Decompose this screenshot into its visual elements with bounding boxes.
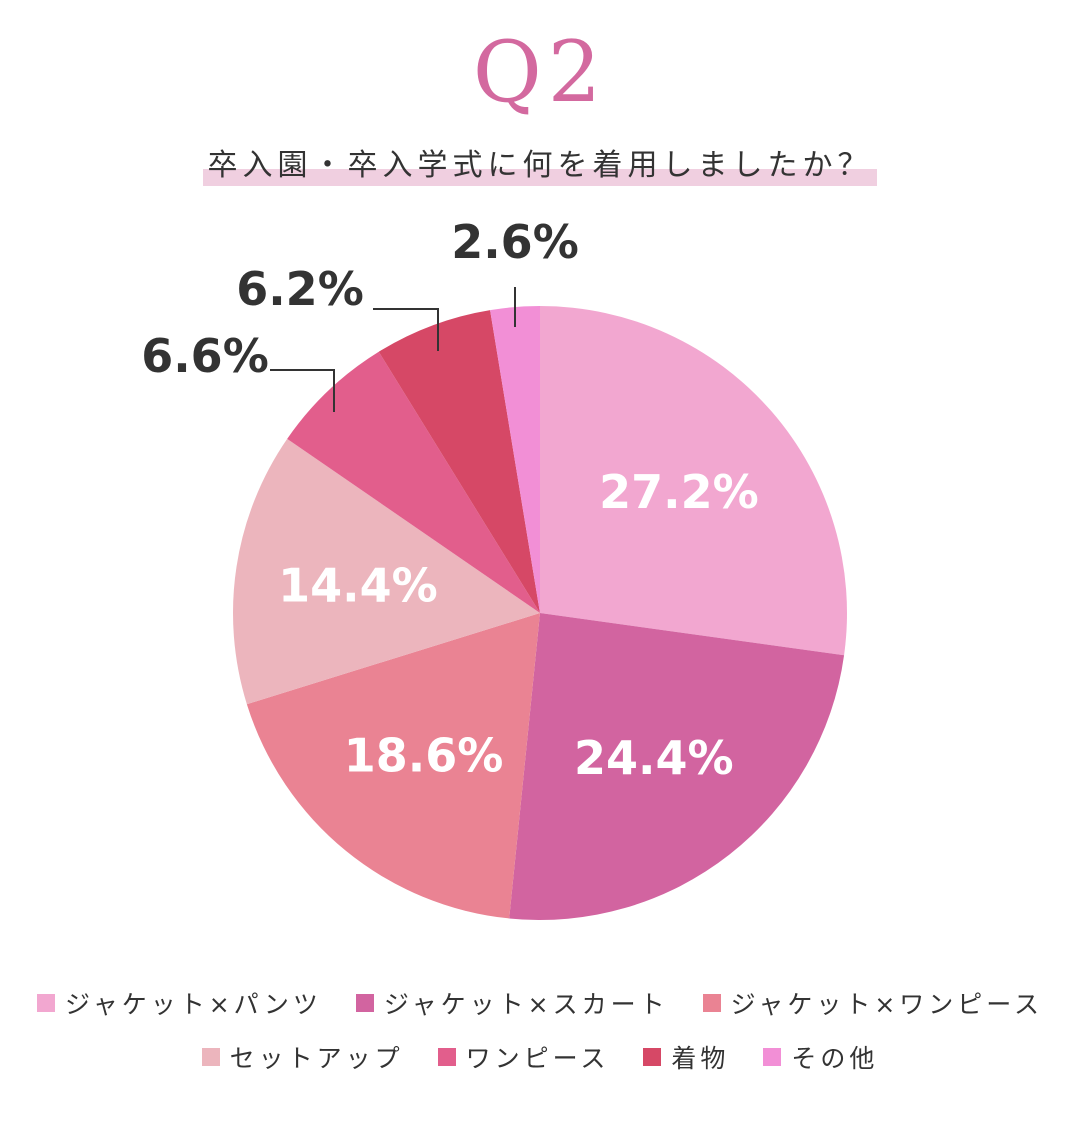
legend-item-5: ワンピース (437, 1039, 610, 1075)
legend-label: セットアップ (229, 1044, 404, 1073)
slice-label-6: 6.2% (236, 262, 364, 316)
pie-slice-3 (246, 613, 541, 919)
legend-item-4: セットアップ (201, 1039, 404, 1075)
legend-swatch (201, 1048, 220, 1066)
legend-swatch (643, 1048, 662, 1066)
callout-line-5 (270, 369, 335, 412)
pie-slice-5 (287, 351, 540, 613)
legend-label: その他 (791, 1044, 879, 1073)
slice-label-3: 18.6% (344, 729, 504, 783)
callout-line-6 (373, 308, 439, 351)
legend-item-7: その他 (763, 1039, 878, 1075)
legend-swatch (355, 994, 374, 1012)
slice-label-5: 6.6% (141, 329, 269, 383)
slice-label-7: 2.6% (451, 215, 579, 269)
legend-item-6: 着物 (643, 1039, 729, 1075)
pie-slice-2 (509, 613, 845, 920)
legend-label: ジャケット×ワンピース (730, 990, 1044, 1019)
legend-swatch (702, 994, 721, 1012)
legend-swatch (437, 1048, 456, 1066)
legend-item-1: ジャケット×パンツ (36, 985, 322, 1021)
legend-label: ジャケット×スカート (383, 990, 669, 1019)
legend-label: 着物 (671, 1044, 730, 1073)
pie-slice-1 (540, 306, 847, 656)
slice-label-2: 24.4% (574, 731, 734, 785)
pie-slice-7 (490, 306, 540, 613)
pie-slice-4 (233, 438, 540, 705)
legend-row-1: ジャケット×パンツ ジャケット×スカート ジャケット×ワンピース (0, 985, 1080, 1021)
subtitle-highlight (203, 169, 877, 186)
slice-label-4: 14.4% (278, 558, 438, 612)
chart-subtitle: 卒入園・卒入学式に何を着用しましたか？ (207, 148, 873, 183)
legend-item-2: ジャケット×スカート (355, 985, 669, 1021)
pie-chart: 27.2% 24.4% 18.6% 14.4% 6.6% 6.2% 2.6% (141, 215, 847, 920)
legend-swatch (36, 994, 55, 1012)
pie-slice-6 (378, 310, 540, 613)
legend-swatch (763, 1048, 782, 1066)
legend-item-3: ジャケット×ワンピース (702, 985, 1044, 1021)
legend-label: ジャケット×パンツ (64, 990, 322, 1019)
legend-row-2: セットアップ ワンピース 着物 その他 (0, 1039, 1080, 1075)
slice-label-1: 27.2% (599, 465, 759, 519)
question-number: Q2 (472, 23, 608, 121)
legend-label: ワンピース (465, 1044, 610, 1073)
